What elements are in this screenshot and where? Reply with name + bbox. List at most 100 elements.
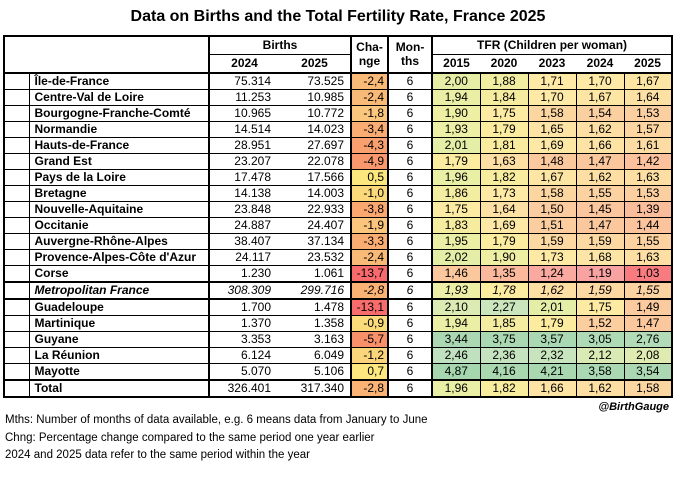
change-column-header: Cha-nge bbox=[351, 36, 390, 74]
change-cell: -3,8 bbox=[351, 201, 390, 218]
births-group-header: Births bbox=[209, 36, 353, 55]
tfr-cell: 1,94 bbox=[432, 315, 481, 332]
tfr-cell: 1,63 bbox=[624, 249, 673, 266]
months-cell: 6 bbox=[388, 89, 434, 106]
births-2024-cell: 14.138 bbox=[209, 185, 279, 202]
months-cell: 6 bbox=[388, 363, 434, 381]
births-2024-cell: 23.207 bbox=[209, 153, 279, 170]
region-cell: Centre-Val de Loire bbox=[29, 89, 210, 106]
months-cell: 6 bbox=[388, 105, 434, 122]
gutter-cell bbox=[4, 315, 30, 332]
tfr-cell: 2,46 bbox=[432, 347, 481, 364]
tfr-year-2020-header: 2020 bbox=[480, 54, 529, 74]
tfr-cell: 1,64 bbox=[624, 89, 673, 106]
table-row: Nouvelle-Aquitaine 23.848 22.933 -3,8 6 1,75 1… bbox=[4, 201, 673, 218]
gutter-cell bbox=[4, 153, 30, 170]
table-row: Centre-Val de Loire 11.253 10.985 -2,4 6 1,94… bbox=[4, 89, 673, 106]
change-cell: -2,4 bbox=[351, 89, 390, 106]
region-cell: Mayotte bbox=[29, 363, 210, 381]
months-cell: 6 bbox=[388, 379, 434, 398]
tfr-cell: 1,70 bbox=[576, 73, 625, 90]
tfr-cell: 1,82 bbox=[480, 169, 529, 186]
months-cell: 6 bbox=[388, 153, 434, 170]
months-cell: 6 bbox=[388, 201, 434, 218]
region-cell: Nouvelle-Aquitaine bbox=[29, 201, 210, 218]
table-row: La Réunion 6.124 6.049 -1,2 6 2,46 2,36 2,32 2,1… bbox=[4, 347, 673, 364]
tfr-cell: 1,79 bbox=[432, 153, 481, 170]
births-2025-cell: 23.532 bbox=[279, 249, 353, 266]
region-cell: Bretagne bbox=[29, 185, 210, 202]
gutter-cell bbox=[4, 73, 30, 90]
tfr-cell: 1,84 bbox=[480, 89, 529, 106]
gutter-cell bbox=[4, 201, 30, 218]
tfr-cell: 1,48 bbox=[528, 153, 577, 170]
tfr-cell: 1,69 bbox=[480, 217, 529, 234]
tfr-cell: 3,05 bbox=[576, 331, 625, 348]
births-2024-cell: 3.353 bbox=[209, 331, 279, 348]
footnote-months: Mths: Number of months of data available… bbox=[5, 414, 428, 426]
tfr-cell: 1,70 bbox=[528, 89, 577, 106]
tfr-cell: 4,87 bbox=[432, 363, 481, 381]
births-2025-cell: 10.772 bbox=[279, 105, 353, 122]
births-2024-cell: 308.309 bbox=[209, 281, 279, 300]
gutter-cell bbox=[4, 281, 30, 300]
gutter-cell bbox=[4, 347, 30, 364]
gutter-cell bbox=[4, 137, 30, 154]
footnotes: Mths: Number of months of data available… bbox=[5, 414, 673, 462]
tfr-cell: 2,36 bbox=[480, 347, 529, 364]
tfr-cell: 1,93 bbox=[432, 281, 481, 300]
months-cell: 6 bbox=[388, 315, 434, 332]
tfr-cell: 3,54 bbox=[624, 363, 673, 381]
change-cell: -1,8 bbox=[351, 105, 390, 122]
region-cell: Auvergne-Rhône-Alpes bbox=[29, 233, 210, 250]
tfr-cell: 1,67 bbox=[576, 89, 625, 106]
tfr-cell: 1,78 bbox=[480, 281, 529, 300]
region-cell: Île-de-France bbox=[29, 73, 210, 90]
tfr-year-2024-header: 2024 bbox=[576, 54, 625, 74]
tfr-cell: 1,94 bbox=[432, 89, 481, 106]
tfr-cell: 1,62 bbox=[528, 281, 577, 300]
tfr-cell: 1,35 bbox=[480, 265, 529, 283]
gutter-cell bbox=[4, 265, 30, 283]
change-cell: -3,3 bbox=[351, 233, 390, 250]
months-cell: 6 bbox=[388, 265, 434, 283]
tfr-cell: 1,51 bbox=[528, 217, 577, 234]
region-cell: Normandie bbox=[29, 121, 210, 138]
table-row: Occitanie 24.887 24.407 -1,9 6 1,83 1,69 1,51 1,… bbox=[4, 217, 673, 234]
births-2025-cell: 24.407 bbox=[279, 217, 353, 234]
tfr-group-header: TFR (Children per woman) bbox=[432, 36, 673, 55]
footnote-change: Chng: Percentage change compared to the … bbox=[5, 431, 375, 444]
region-cell: Martinique bbox=[29, 315, 210, 332]
births-2025-cell: 3.163 bbox=[279, 331, 353, 348]
tfr-cell: 1,75 bbox=[576, 299, 625, 316]
region-cell: Bourgogne-Franche-Comté bbox=[29, 105, 210, 122]
tfr-cell: 2,32 bbox=[528, 347, 577, 364]
tfr-cell: 1,67 bbox=[624, 73, 673, 90]
tfr-cell: 1,58 bbox=[528, 185, 577, 202]
births-2025-cell: 1.358 bbox=[279, 315, 353, 332]
births-2024-cell: 38.407 bbox=[209, 233, 279, 250]
births-2025-cell: 10.985 bbox=[279, 89, 353, 106]
gutter-cell bbox=[4, 217, 30, 234]
table-row: Guadeloupe 1.700 1.478 -13,1 6 2,10 2,27 2,01 1,… bbox=[4, 299, 673, 316]
births-2025-cell: 22.933 bbox=[279, 201, 353, 218]
change-cell: -0,9 bbox=[351, 315, 390, 332]
tfr-cell: 1,55 bbox=[624, 233, 673, 250]
tfr-cell: 1,73 bbox=[528, 249, 577, 266]
tfr-cell: 2,76 bbox=[624, 331, 673, 348]
change-cell: -3,4 bbox=[351, 121, 390, 138]
change-cell: -5,7 bbox=[351, 331, 390, 348]
table-row: Total 326.401 317.340 -2,8 6 1,96 1,82 1,66 1,62… bbox=[4, 379, 673, 398]
tfr-cell: 3,58 bbox=[576, 363, 625, 381]
tfr-cell: 1,66 bbox=[528, 379, 577, 398]
births-year-2024-header: 2024 bbox=[209, 54, 279, 74]
table-body: Île-de-France 75.314 73.525 -2,4 6 2,00 1,88 1,… bbox=[4, 73, 673, 398]
months-cell: 6 bbox=[388, 249, 434, 266]
births-2025-cell: 1.478 bbox=[279, 299, 353, 316]
table-row: Bourgogne-Franche-Comté 10.965 10.772 -1,8 6… bbox=[4, 105, 673, 122]
months-cell: 6 bbox=[388, 121, 434, 138]
gutter-cell bbox=[4, 331, 30, 348]
births-year-2025-header: 2025 bbox=[279, 54, 353, 74]
tfr-cell: 2,08 bbox=[624, 347, 673, 364]
tfr-cell: 1,93 bbox=[432, 121, 481, 138]
